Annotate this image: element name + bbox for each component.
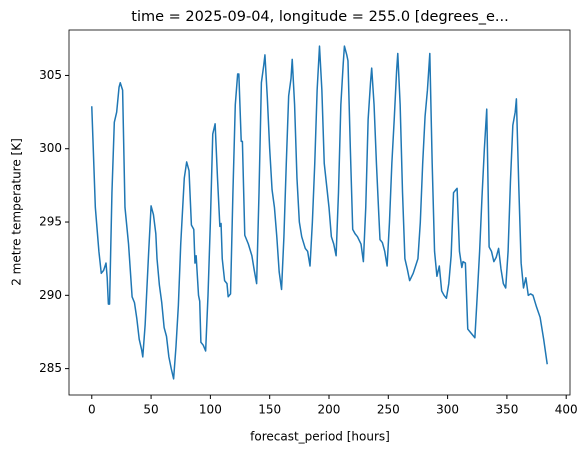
plot-frame — [68, 29, 571, 396]
x-tick-label: 50 — [143, 403, 158, 417]
x-tick-label: 0 — [88, 403, 96, 417]
y-axis-label: 2 metre temperature [K] — [10, 138, 24, 286]
x-axis-label: forecast_period [hours] — [250, 430, 390, 444]
chart-title: time = 2025-09-04, longitude = 255.0 [de… — [131, 9, 508, 25]
x-tick-label: 150 — [258, 403, 281, 417]
y-tick-label: 290 — [39, 288, 62, 302]
x-tick-label: 300 — [436, 403, 459, 417]
x-tick-label: 200 — [318, 403, 341, 417]
y-tick-label: 300 — [39, 141, 62, 155]
x-tick-label: 350 — [495, 403, 518, 417]
x-tick-label: 250 — [377, 403, 400, 417]
x-tick-label: 400 — [555, 403, 578, 417]
x-tick-label: 100 — [199, 403, 222, 417]
line-series — [91, 45, 548, 380]
y-tick-label: 295 — [39, 215, 62, 229]
y-tick-label: 285 — [39, 361, 62, 375]
y-tick-label: 305 — [39, 68, 62, 82]
